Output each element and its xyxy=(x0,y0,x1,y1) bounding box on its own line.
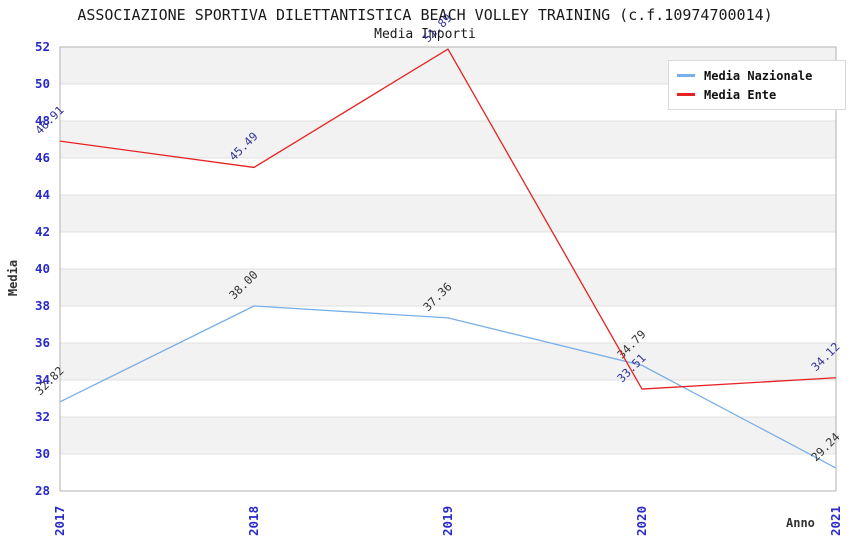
grid-band xyxy=(60,380,836,417)
y-tick-label: 40 xyxy=(35,261,50,276)
y-tick-label: 38 xyxy=(35,298,50,313)
y-tick-label: 48 xyxy=(35,113,50,128)
y-tick-label: 34 xyxy=(35,372,50,387)
y-tick-label: 32 xyxy=(35,409,50,424)
x-tick-label: 2018 xyxy=(246,506,261,536)
y-tick-label: 50 xyxy=(35,76,50,91)
x-axis-title: Anno xyxy=(786,516,815,530)
series-line-media-nazionale xyxy=(59,305,837,469)
legend-label: Media Ente xyxy=(704,87,777,102)
y-tick-label: 30 xyxy=(35,446,50,461)
y-axis-title: Media xyxy=(6,259,20,297)
grid-band xyxy=(60,269,836,306)
y-tick-label: 46 xyxy=(35,150,50,165)
x-tick-label: 2017 xyxy=(52,506,67,536)
data-point-label: 51.89 xyxy=(420,11,454,45)
plot-border xyxy=(59,46,837,492)
grid-band xyxy=(60,343,836,380)
chart-subtitle: Media Importi xyxy=(374,27,476,42)
legend-line-swatch-icon xyxy=(677,93,695,96)
x-tick-label: 2020 xyxy=(634,506,649,536)
grid-band xyxy=(60,454,836,491)
x-tick-label: 2019 xyxy=(440,506,455,536)
legend-line-swatch-icon xyxy=(677,74,695,77)
grid-band xyxy=(60,195,836,232)
grid-band xyxy=(60,232,836,269)
y-tick-label: 44 xyxy=(35,187,50,202)
y-tick-label: 28 xyxy=(35,483,50,498)
chart-title: ASSOCIAZIONE SPORTIVA DILETTANTISTICA BE… xyxy=(77,6,773,24)
legend-item-media-ente: Media Ente xyxy=(677,85,837,104)
grid-band xyxy=(60,158,836,195)
legend-item-media-nazionale: Media Nazionale xyxy=(677,66,837,85)
x-tick-label: 2021 xyxy=(828,506,843,536)
series-line-media-ente xyxy=(59,48,837,390)
grid-band xyxy=(60,417,836,454)
legend-label: Media Nazionale xyxy=(704,68,813,83)
grid-band xyxy=(60,306,836,343)
y-tick-label: 42 xyxy=(35,224,50,239)
y-tick-label: 36 xyxy=(35,335,50,350)
grid-band xyxy=(60,121,836,158)
y-tick-label: 52 xyxy=(35,39,50,54)
legend-box: Media Nazionale Media Ente xyxy=(668,60,846,110)
